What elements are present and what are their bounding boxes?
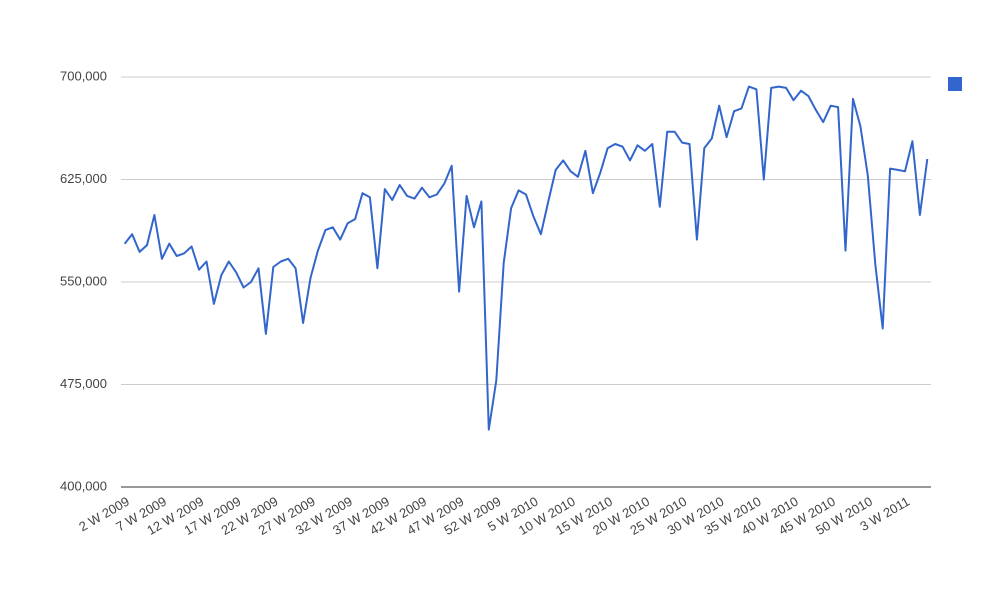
y-tick-label: 400,000 (60, 478, 107, 493)
legend-swatch (948, 77, 962, 91)
y-tick-label: 700,000 (60, 68, 107, 83)
y-tick-label: 550,000 (60, 273, 107, 288)
y-tick-label: 625,000 (60, 171, 107, 186)
data-line (123, 85, 929, 431)
y-tick-label: 475,000 (60, 376, 107, 391)
